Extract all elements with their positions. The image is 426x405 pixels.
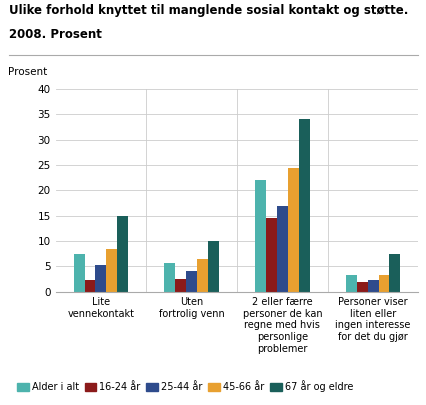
Bar	[345, 275, 356, 292]
Bar	[84, 280, 95, 292]
Bar	[95, 265, 106, 292]
Bar	[164, 263, 175, 292]
Bar	[287, 168, 298, 292]
Bar	[117, 215, 128, 292]
Bar	[106, 249, 117, 292]
Bar	[186, 271, 197, 292]
Bar	[207, 241, 218, 292]
Text: Prosent: Prosent	[9, 67, 47, 77]
Bar	[175, 279, 186, 292]
Bar	[356, 283, 367, 292]
Bar	[378, 275, 389, 292]
Bar	[197, 259, 207, 292]
Bar	[255, 180, 265, 292]
Bar	[265, 218, 276, 292]
Bar	[389, 254, 400, 292]
Text: 2008. Prosent: 2008. Prosent	[9, 28, 101, 41]
Bar	[74, 254, 84, 292]
Bar	[276, 205, 287, 292]
Bar	[298, 119, 309, 292]
Legend: Alder i alt, 16-24 år, 25-44 år, 45-66 år, 67 år og eldre: Alder i alt, 16-24 år, 25-44 år, 45-66 å…	[13, 376, 356, 396]
Text: Ulike forhold knyttet til manglende sosial kontakt og støtte.: Ulike forhold knyttet til manglende sosi…	[9, 4, 407, 17]
Bar	[367, 280, 378, 292]
